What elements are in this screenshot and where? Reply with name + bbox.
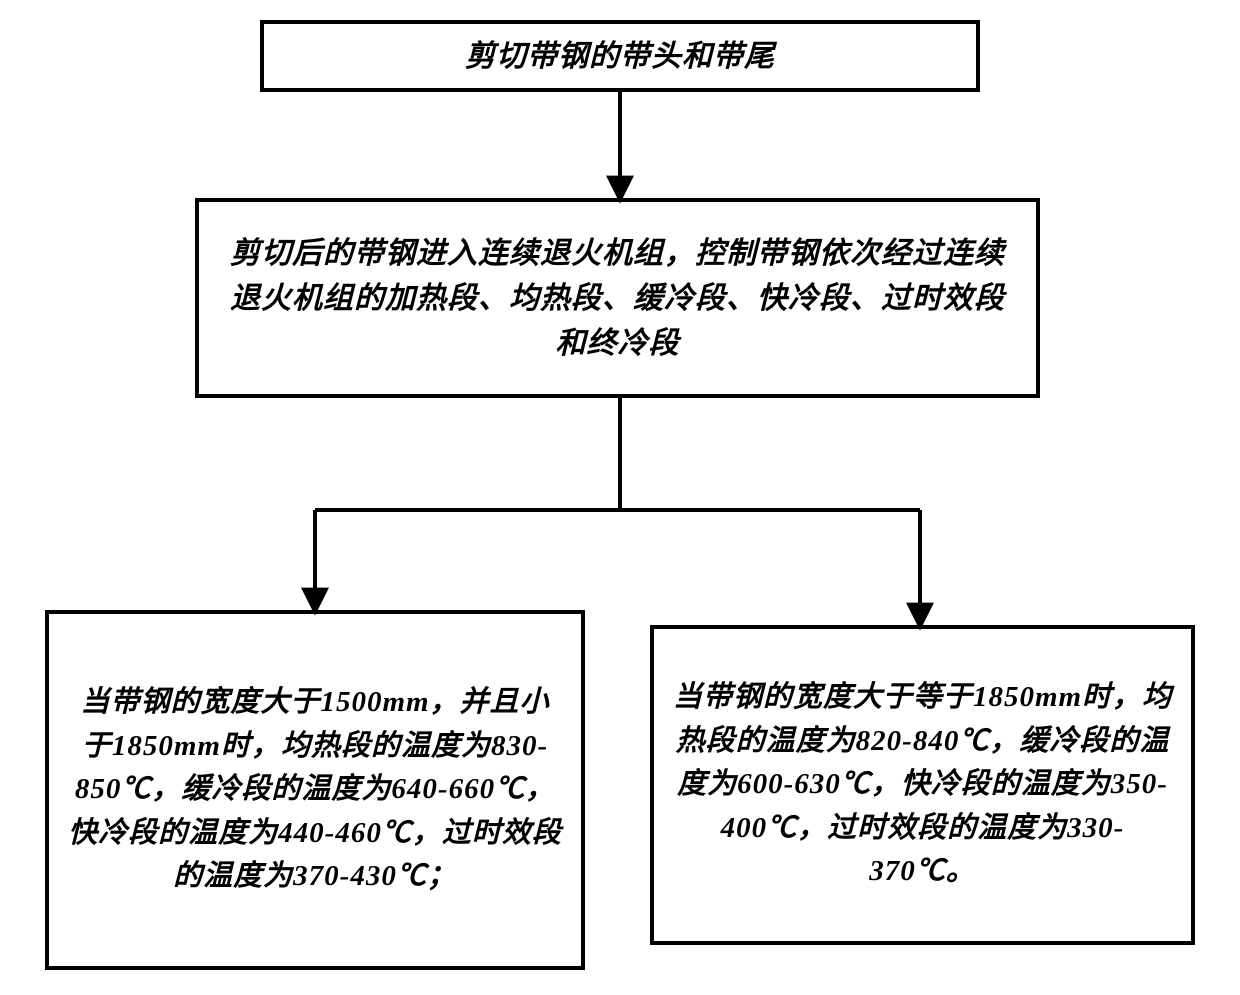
flow-node-width-1500-1850: 当带钢的宽度大于1500mm，并且小于1850mm时，均热段的温度为830-85… [45,610,585,970]
flow-node-width-ge-1850: 当带钢的宽度大于等于1850mm时，均热段的温度为820-840℃，缓冷段的温度… [650,625,1195,945]
flow-node-label: 当带钢的宽度大于1500mm，并且小于1850mm时，均热段的温度为830-85… [67,681,563,899]
flow-node-annealing: 剪切后的带钢进入连续退火机组，控制带钢依次经过连续退火机组的加热段、均热段、缓冷… [195,198,1040,398]
flow-node-label: 剪切带钢的带头和带尾 [465,34,775,79]
flow-node-shear: 剪切带钢的带头和带尾 [260,20,980,92]
flow-node-label: 剪切后的带钢进入连续退火机组，控制带钢依次经过连续退火机组的加热段、均热段、缓冷… [217,231,1018,366]
flow-node-label: 当带钢的宽度大于等于1850mm时，均热段的温度为820-840℃，缓冷段的温度… [672,676,1173,894]
